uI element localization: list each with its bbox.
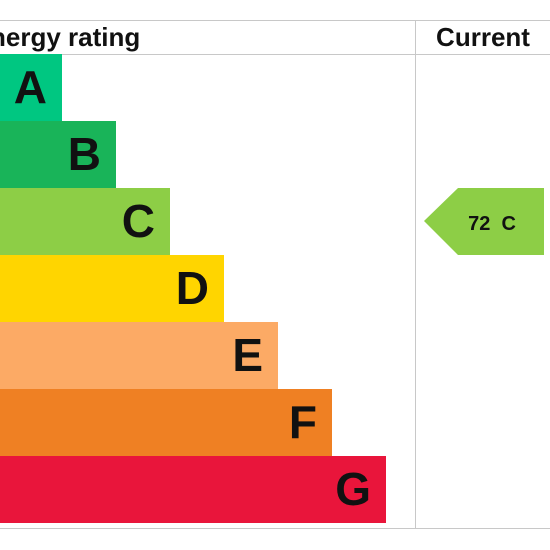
band-letter-c: C — [121, 195, 155, 247]
band-letter-e: E — [232, 329, 263, 381]
current-header: Current — [436, 22, 530, 52]
band-e: E — [0, 322, 278, 389]
column-divider — [415, 20, 416, 529]
band-letter-d: D — [175, 262, 209, 314]
top-border — [0, 20, 550, 21]
band-f: F — [0, 389, 332, 456]
current-rating-arrow — [424, 188, 544, 255]
current-rating-column: 72 C — [424, 188, 544, 255]
band-letter-a: A — [13, 61, 47, 113]
energy-rating-header: nergy rating — [0, 22, 141, 52]
band-g: G — [0, 456, 386, 523]
band-letter-f: F — [288, 396, 317, 448]
band-b: B — [0, 121, 116, 188]
band-d: D — [0, 255, 224, 322]
current-rating-label: 72 C — [468, 213, 516, 235]
band-letter-g: G — [335, 463, 371, 515]
band-letter-b: B — [67, 128, 101, 180]
header-divider — [0, 54, 550, 55]
band-c: C — [0, 188, 170, 255]
band-a: A — [0, 54, 62, 121]
bottom-border — [0, 528, 550, 529]
